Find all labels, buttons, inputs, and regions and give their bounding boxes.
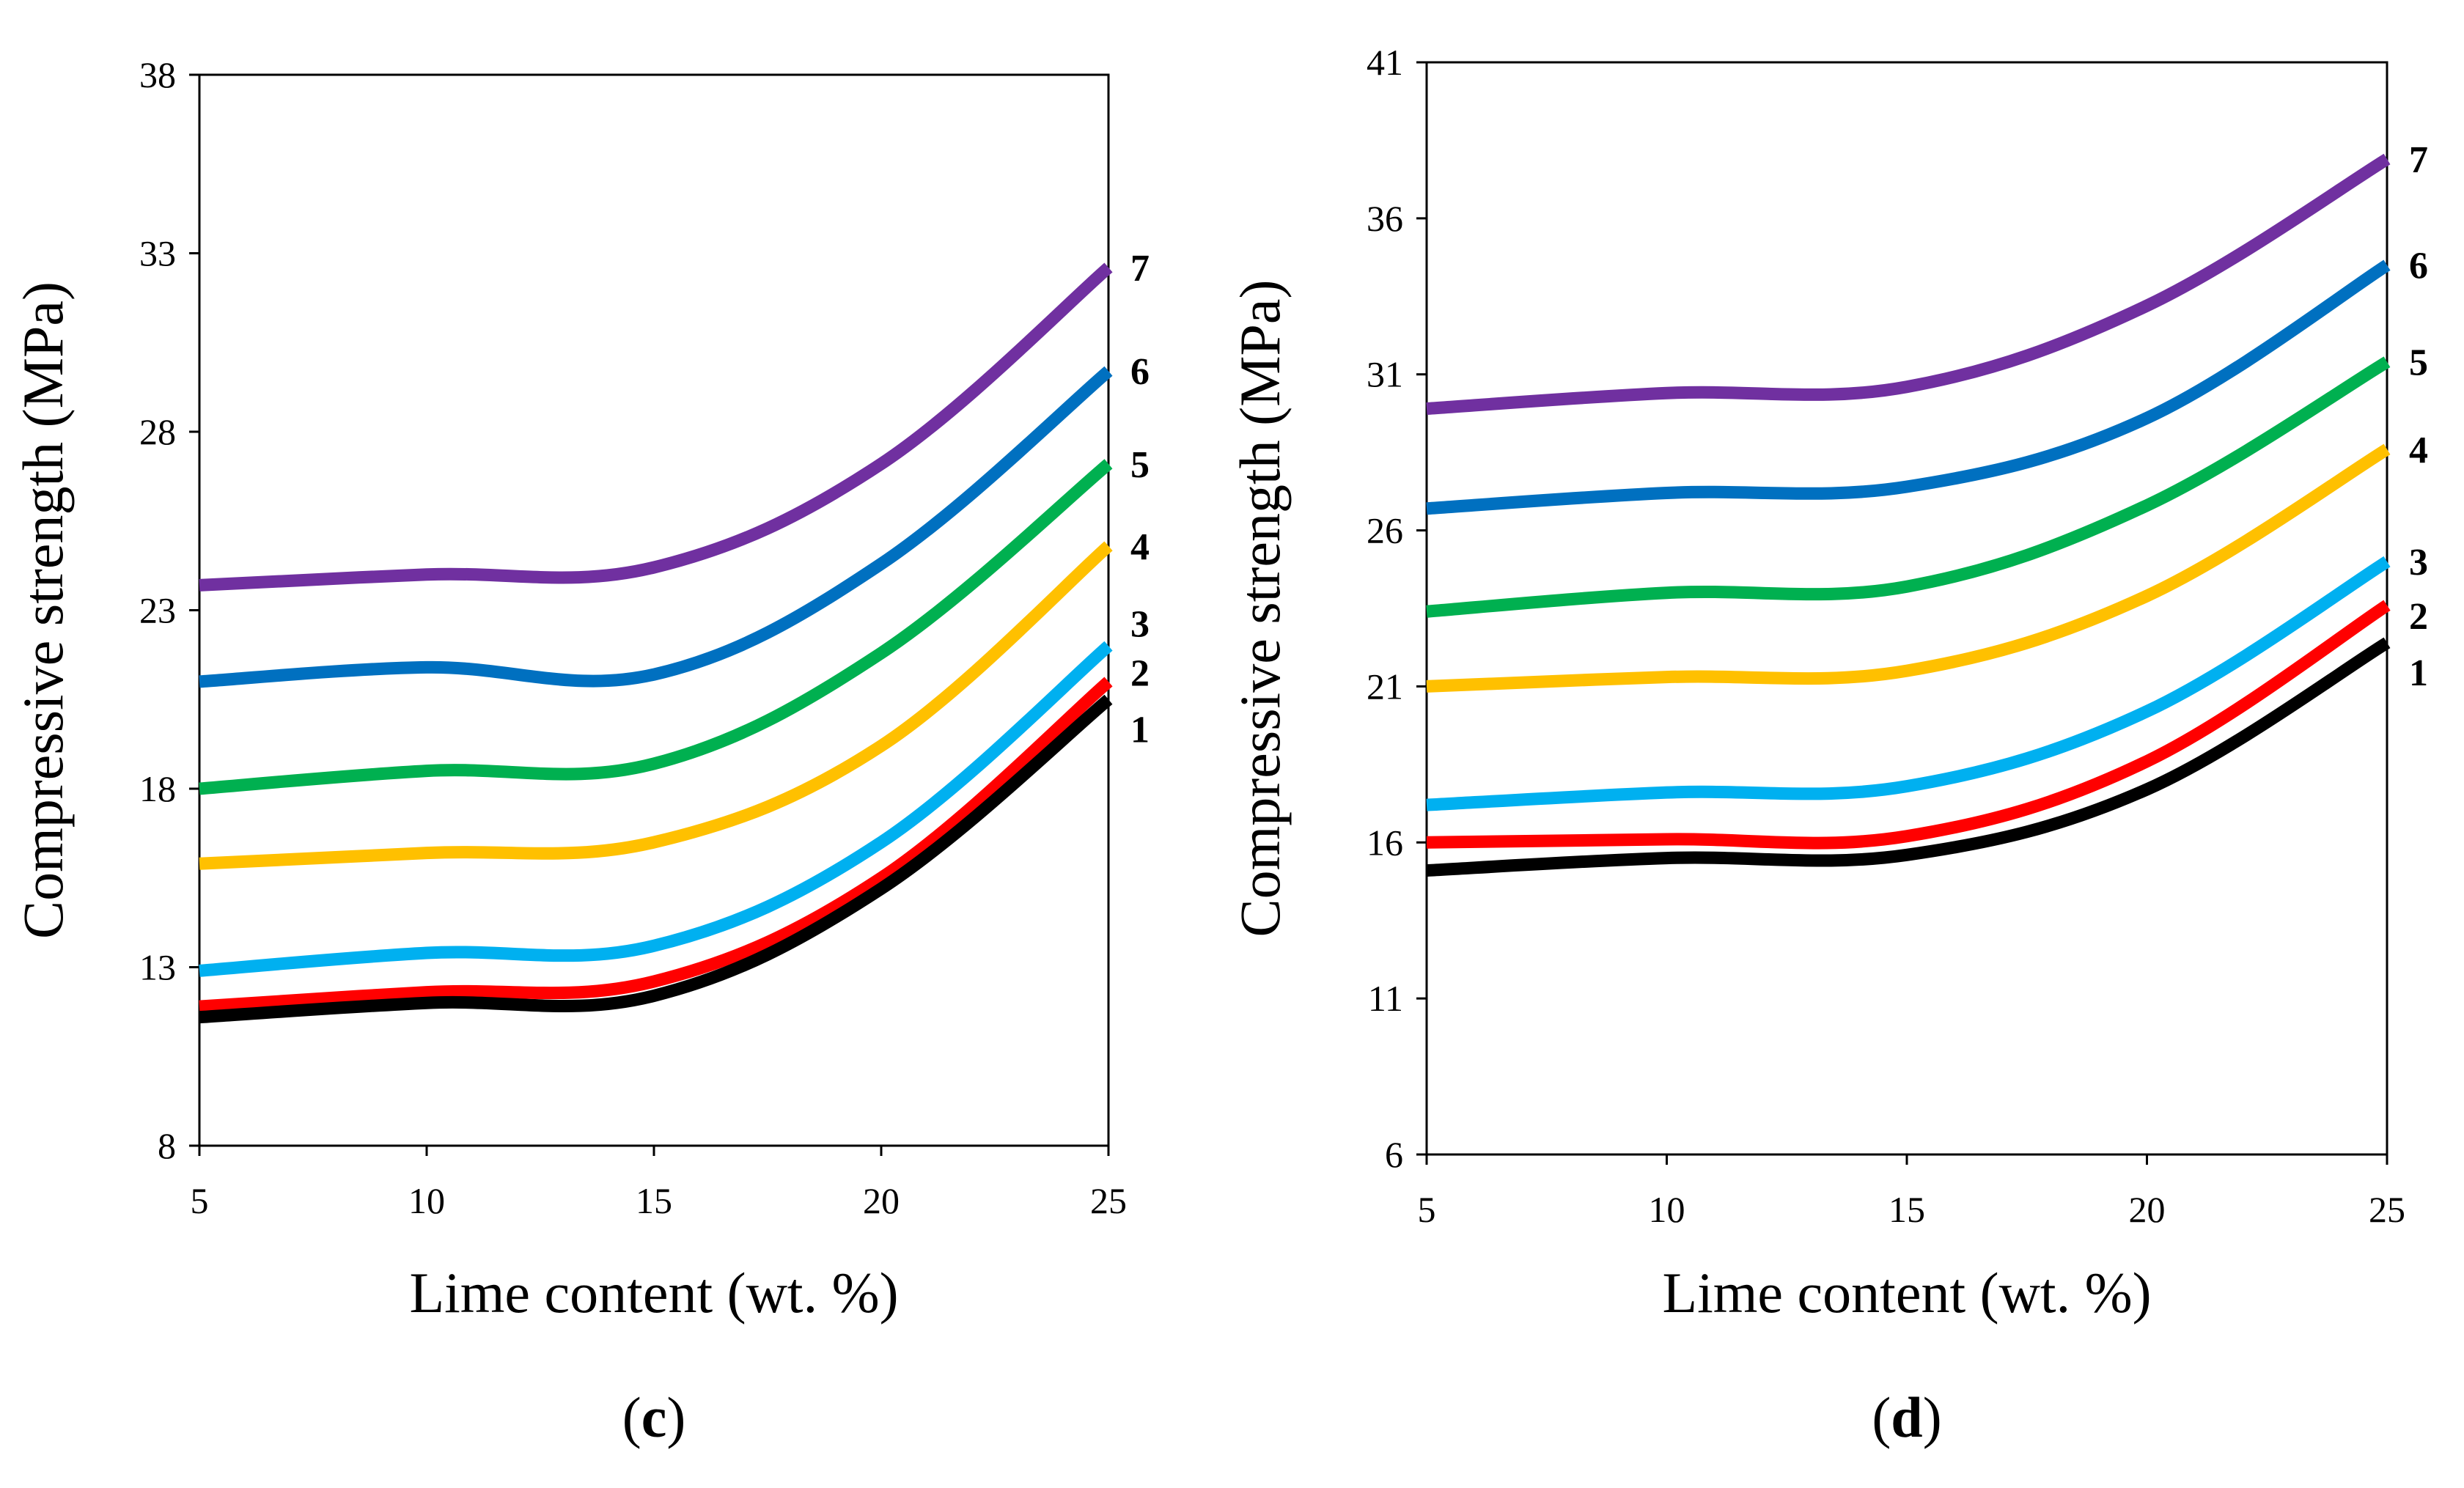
series-line-1 (199, 694, 1113, 1024)
series-line-1 (1426, 637, 2391, 877)
x-tick-label: 10 (408, 1180, 445, 1221)
x-tick-label: 25 (1090, 1180, 1127, 1221)
y-tick-label: 21 (1367, 666, 1403, 707)
y-tick-label: 8 (158, 1125, 176, 1166)
y-tick-label: 26 (1367, 510, 1403, 551)
series-line-7 (199, 262, 1113, 592)
y-tick-label: 31 (1367, 354, 1403, 395)
y-tick-label: 36 (1367, 198, 1403, 239)
series-line-6 (1426, 259, 2391, 515)
series-end-label: 5 (1130, 444, 1150, 486)
y-tick-label: 13 (139, 947, 176, 988)
y-tick-label: 16 (1367, 822, 1403, 863)
plot-frame (1425, 61, 2388, 1156)
series-end-label: 5 (2409, 342, 2428, 384)
series-end-label: 2 (1130, 652, 1150, 694)
y-tick-label: 41 (1367, 42, 1403, 83)
x-tick-label: 15 (636, 1180, 672, 1221)
series-line-4 (199, 541, 1113, 870)
x-tick-label: 25 (2369, 1189, 2405, 1230)
series-end-label: 1 (2409, 652, 2428, 694)
series-end-label: 6 (1130, 351, 1150, 393)
y-tick-label: 6 (1385, 1134, 1403, 1175)
series-end-label: 3 (2409, 542, 2428, 583)
series-line-7 (1426, 153, 2391, 416)
y-tick-label: 28 (139, 411, 176, 452)
series-end-label: 1 (1130, 709, 1150, 751)
series-end-label: 3 (1130, 603, 1150, 645)
series-line-5 (199, 459, 1113, 795)
y-axis-title: Compressive strength (MPa) (11, 281, 75, 939)
series-end-label: 7 (1130, 248, 1150, 290)
x-tick-label: 15 (1889, 1189, 1925, 1230)
series-end-label: 7 (2409, 139, 2428, 181)
series-line-6 (199, 366, 1113, 688)
x-tick-label: 10 (1649, 1189, 1685, 1230)
series-end-label: 4 (1130, 526, 1150, 568)
panel-label: (c) (622, 1385, 686, 1449)
series-end-label: 2 (2409, 596, 2428, 638)
y-tick-label: 33 (139, 233, 176, 274)
series-line-4 (1426, 443, 2391, 693)
x-tick-label: 20 (2129, 1189, 2166, 1230)
series-end-label: 4 (2409, 430, 2428, 471)
y-tick-label: 18 (139, 768, 176, 809)
series-line-2 (199, 677, 1113, 1013)
x-tick-label: 5 (1418, 1189, 1436, 1230)
y-tick-label: 23 (139, 590, 176, 631)
series-line-2 (1426, 600, 2391, 850)
series-line-3 (1426, 556, 2391, 811)
x-tick-label: 5 (191, 1180, 209, 1221)
x-axis-title: Lime content (wt. %) (1662, 1261, 2151, 1325)
panel-label: (d) (1872, 1385, 1941, 1449)
y-tick-label: 11 (1368, 978, 1403, 1019)
x-tick-label: 20 (863, 1180, 900, 1221)
y-axis-title: Compressive strength (MPa) (1228, 280, 1292, 938)
series-line-3 (199, 641, 1113, 977)
y-tick-label: 38 (139, 54, 176, 95)
series-line-5 (1426, 356, 2391, 618)
x-axis-title: Lime content (wt. %) (409, 1261, 898, 1325)
series-end-label: 6 (2409, 246, 2428, 287)
